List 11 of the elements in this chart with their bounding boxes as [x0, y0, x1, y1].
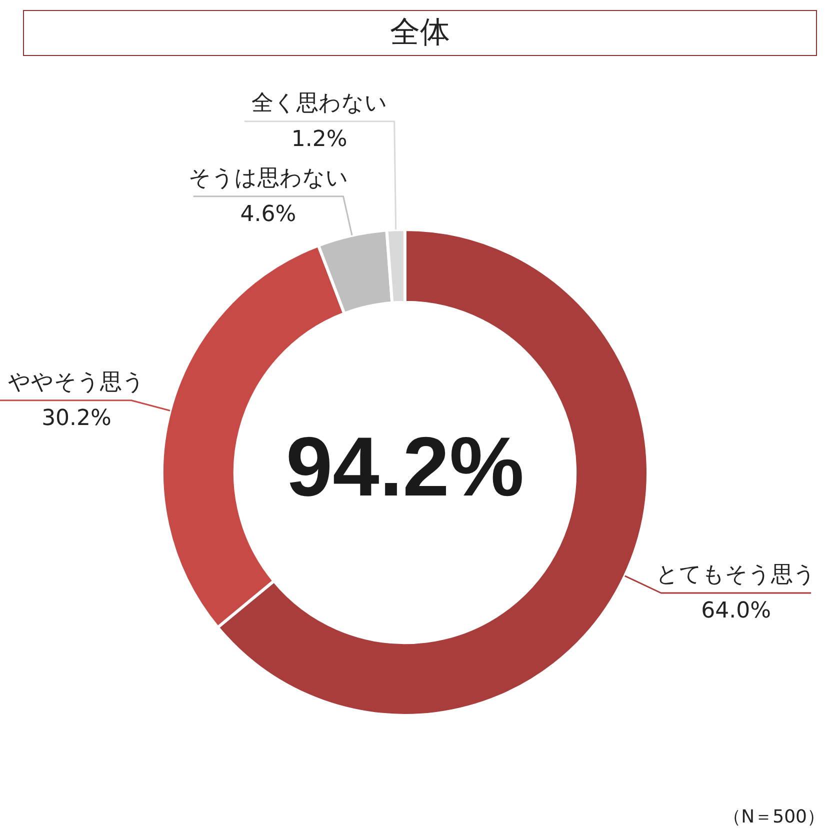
- text: 94.2%: [286, 420, 524, 514]
- data-label: 30.2%: [42, 406, 112, 432]
- slice-label: 全く思わない: [251, 91, 388, 116]
- text: （N＝500）: [723, 806, 825, 828]
- slice-label: そうは思わない: [188, 166, 348, 192]
- slice-label: とてもそう思う: [656, 562, 816, 588]
- slice-label: ややそう思う: [8, 370, 145, 396]
- data-label: 4.6%: [240, 202, 296, 228]
- chart-title: 全体: [23, 10, 817, 56]
- data-label: 1.2%: [291, 127, 348, 152]
- data-label: 64.0%: [701, 598, 772, 624]
